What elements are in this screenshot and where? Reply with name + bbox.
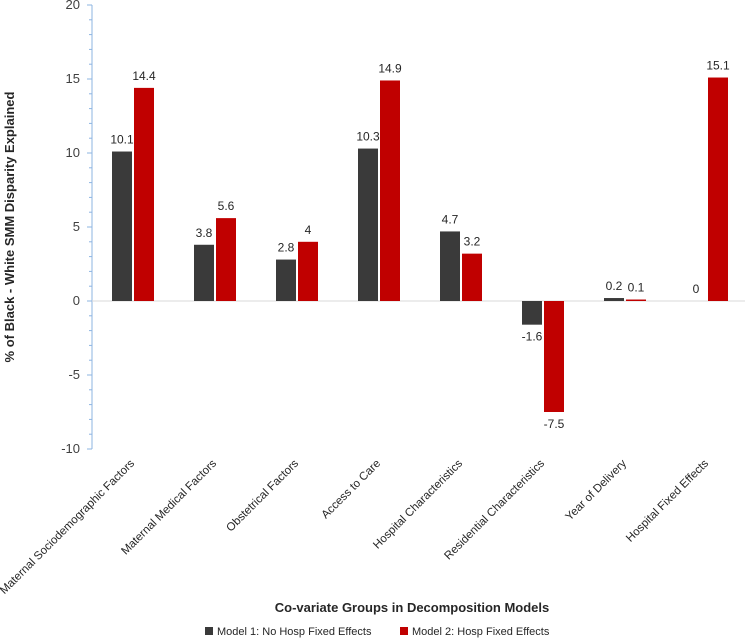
- data-label-series1-7: 0: [693, 282, 700, 296]
- data-label-series2-0: 14.4: [132, 69, 156, 83]
- bar-series2-5: [544, 301, 564, 412]
- y-axis-title: % of Black - White SMM Disparity Explain…: [2, 92, 17, 363]
- category-label: Maternal Sociodemographic Factors: [0, 457, 137, 596]
- data-label-series2-2: 4: [305, 223, 312, 237]
- category-label: Obstetrical Factors: [224, 457, 301, 534]
- bar-series1-5: [522, 301, 542, 325]
- y-tick-label: 15: [66, 71, 80, 86]
- category-label: Residential Characteristics: [442, 457, 547, 562]
- data-label-series2-6: 0.1: [628, 281, 645, 295]
- y-tick-label: 20: [66, 0, 80, 12]
- legend-swatch-series2: [400, 627, 408, 635]
- legend-label-series1: Model 1: No Hosp Fixed Effects: [217, 626, 372, 638]
- bar-series1-0: [112, 151, 132, 301]
- data-label-series1-6: 0.2: [606, 279, 623, 293]
- data-label-series2-7: 15.1: [706, 59, 730, 73]
- category-label: Maternal Medical Factors: [119, 457, 219, 557]
- bar-series1-3: [358, 148, 378, 301]
- data-label-series1-0: 10.1: [110, 133, 134, 147]
- x-axis-category-labels: Maternal Sociodemographic FactorsMaterna…: [0, 457, 711, 596]
- y-tick-label: 10: [66, 145, 80, 160]
- data-label-series1-2: 2.8: [278, 241, 295, 255]
- data-label-series1-4: 4.7: [442, 212, 459, 226]
- data-label-series1-3: 10.3: [356, 130, 380, 144]
- bar-series2-0: [134, 87, 154, 301]
- legend-label-series2: Model 2: Hosp Fixed Effects: [412, 626, 550, 638]
- bar-series1-1: [194, 244, 214, 301]
- category-label: Hospital Fixed Effects: [624, 457, 711, 544]
- data-label-series2-1: 5.6: [218, 199, 235, 213]
- data-label-series2-4: 3.2: [464, 235, 481, 249]
- data-label-series1-5: -1.6: [522, 330, 543, 344]
- y-tick-label: 0: [73, 293, 80, 308]
- y-tick-label: -10: [61, 441, 80, 456]
- bar-series2-1: [216, 218, 236, 301]
- legend-swatch-series1: [205, 627, 213, 635]
- data-label-series2-3: 14.9: [378, 61, 402, 75]
- legend: Model 1: No Hosp Fixed Effects Model 2: H…: [205, 626, 550, 638]
- x-axis-title: Co-variate Groups in Decomposition Model…: [275, 600, 549, 615]
- category-label: Year of Delivery: [564, 457, 630, 523]
- bar-series1-2: [276, 259, 296, 301]
- bar-series2-6: [626, 299, 646, 301]
- category-label: Access to Care: [319, 458, 383, 522]
- data-label-series1-1: 3.8: [196, 226, 213, 240]
- bar-series2-7: [708, 77, 728, 302]
- bar-series1-4: [440, 231, 460, 301]
- data-label-series2-5: -7.5: [544, 417, 565, 431]
- data-labels: 10.1 14.4 3.8 5.6 2.8 4 10.3 14.9 4.7 3.2 -1.6 -7.5…: [110, 59, 730, 431]
- bar-series1-6: [604, 298, 624, 301]
- y-tick-label: 5: [73, 219, 80, 234]
- y-axis: -10 -5 0 5 10 15 20: [61, 0, 745, 456]
- bars: [112, 77, 728, 412]
- bar-series2-3: [380, 80, 400, 301]
- bar-series2-2: [298, 241, 318, 301]
- bar-series2-4: [462, 253, 482, 301]
- y-tick-label: -5: [68, 367, 80, 382]
- category-label: Hospital Characteristics: [371, 457, 465, 551]
